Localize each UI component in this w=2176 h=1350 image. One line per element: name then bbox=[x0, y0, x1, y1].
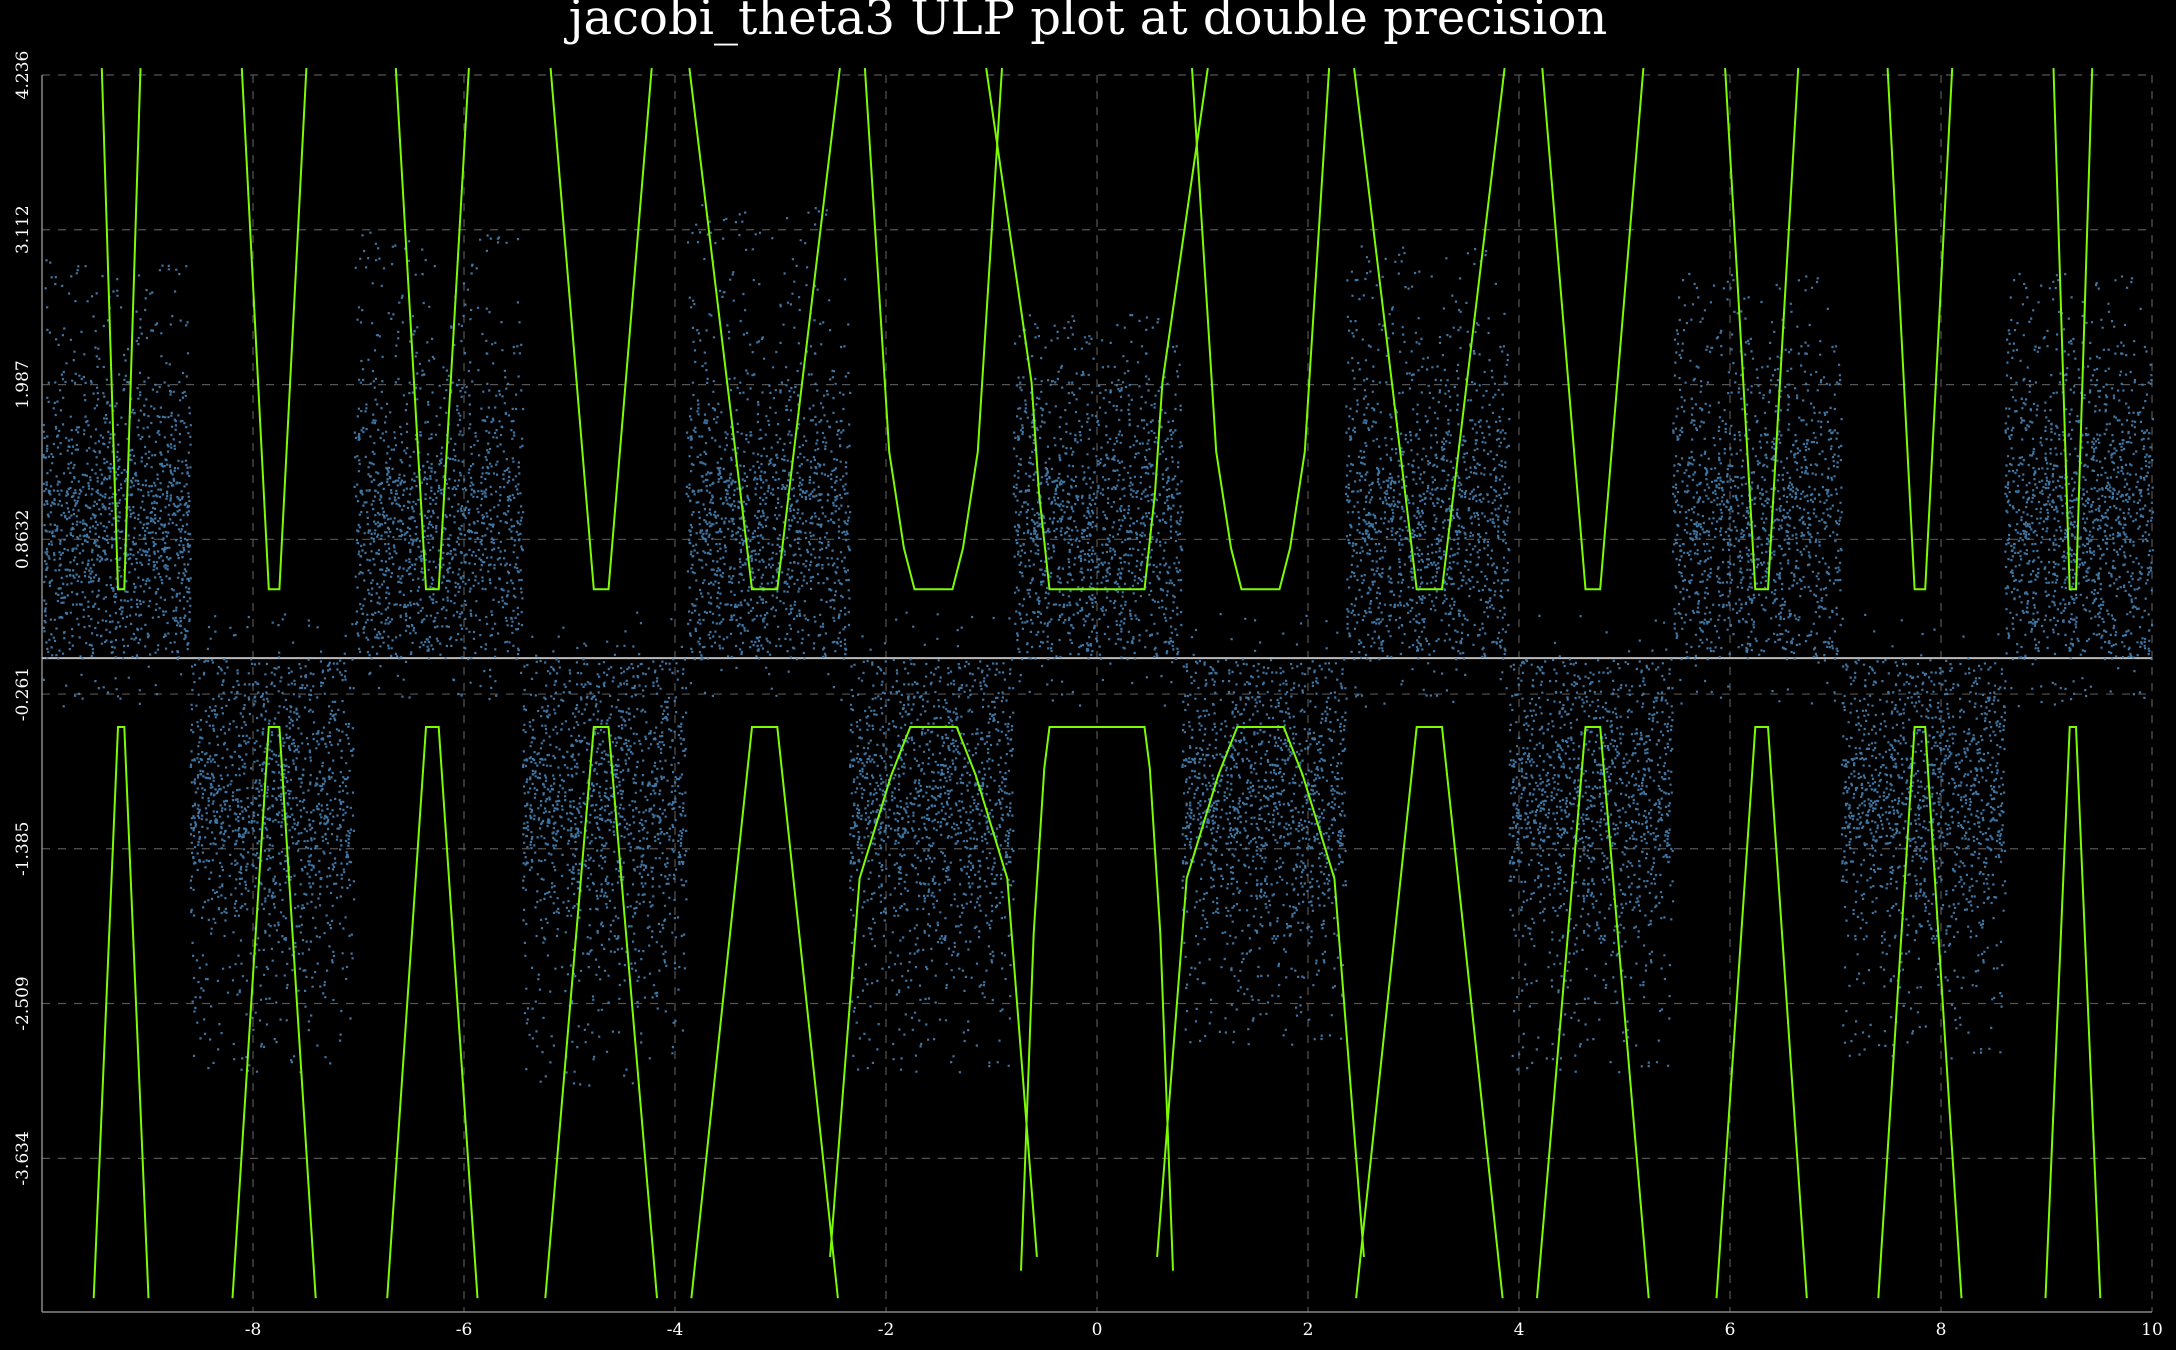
lower-envelope-peak bbox=[1020, 726, 1174, 1271]
y-tick-label: 0.8632 bbox=[13, 510, 33, 569]
upper-envelope-dip bbox=[1191, 68, 1331, 591]
lower-envelope-peak bbox=[231, 726, 317, 1299]
lower-envelope-peak bbox=[386, 726, 479, 1299]
lower-envelope-peak bbox=[1355, 726, 1504, 1299]
y-axis-ticks: 4.236 3.112 1.987 0.8632 -0.261 -1.385 -2.509 -… bbox=[13, 51, 33, 1186]
x-axis-ticks: -8 -6 -4 -2 0 2 4 6 8 10 bbox=[245, 1320, 2163, 1340]
scatter-series bbox=[42, 204, 2155, 1087]
upper-envelope-dip bbox=[394, 68, 470, 591]
upper-envelope-dip bbox=[863, 68, 1003, 591]
x-tick-label: 6 bbox=[1725, 1320, 1736, 1340]
x-tick-label: 2 bbox=[1303, 1320, 1314, 1340]
y-tick-label: -2.509 bbox=[13, 976, 33, 1030]
x-tick-label: 8 bbox=[1936, 1320, 1947, 1340]
x-tick-label: 4 bbox=[1514, 1320, 1525, 1340]
x-tick-label: 0 bbox=[1092, 1320, 1103, 1340]
plot-frame bbox=[41, 75, 2152, 1313]
upper-envelope-dip bbox=[1541, 68, 1645, 591]
upper-envelope-dip bbox=[1353, 67, 1506, 591]
upper-envelope-dip bbox=[688, 67, 841, 591]
lower-envelope-peak bbox=[1715, 726, 1808, 1299]
upper-envelope-dip bbox=[1724, 68, 1800, 591]
y-tick-label: 3.112 bbox=[13, 205, 33, 254]
scatter-points bbox=[42, 204, 2155, 1087]
lower-envelope-peak bbox=[544, 726, 658, 1299]
x-tick-label: -6 bbox=[456, 1320, 473, 1340]
y-tick-label: -0.261 bbox=[13, 667, 33, 721]
upper-envelope-dip bbox=[240, 68, 308, 591]
lower-envelope-peak bbox=[829, 726, 1038, 1257]
y-tick-label: -3.634 bbox=[13, 1131, 33, 1185]
upper-envelope-dip bbox=[985, 67, 1209, 591]
chart-title: jacobi_theta3 ULP plot at double precisi… bbox=[564, 0, 1608, 46]
lower-envelope-peak bbox=[690, 726, 839, 1299]
y-tick-label: 1.987 bbox=[13, 360, 33, 409]
lower-envelope-peak bbox=[2044, 726, 2102, 1299]
lower-envelope-peak bbox=[92, 726, 150, 1299]
upper-envelope-dip bbox=[2052, 68, 2094, 591]
x-tick-label: -8 bbox=[245, 1320, 262, 1340]
y-tick-label: -1.385 bbox=[13, 822, 33, 876]
y-tick-label: 4.236 bbox=[13, 51, 33, 100]
upper-envelope-dip bbox=[1886, 68, 1954, 591]
upper-envelope-dip bbox=[549, 68, 653, 591]
x-tick-label: -2 bbox=[878, 1320, 895, 1340]
lower-envelope-peak bbox=[1877, 726, 1963, 1299]
lower-envelope-peak bbox=[1156, 726, 1365, 1257]
x-tick-label: 10 bbox=[2141, 1320, 2163, 1340]
envelope-series bbox=[92, 67, 2102, 1299]
x-tick-label: -4 bbox=[667, 1320, 684, 1340]
upper-envelope-dip bbox=[100, 68, 142, 591]
lower-envelope-peak bbox=[1536, 726, 1650, 1299]
